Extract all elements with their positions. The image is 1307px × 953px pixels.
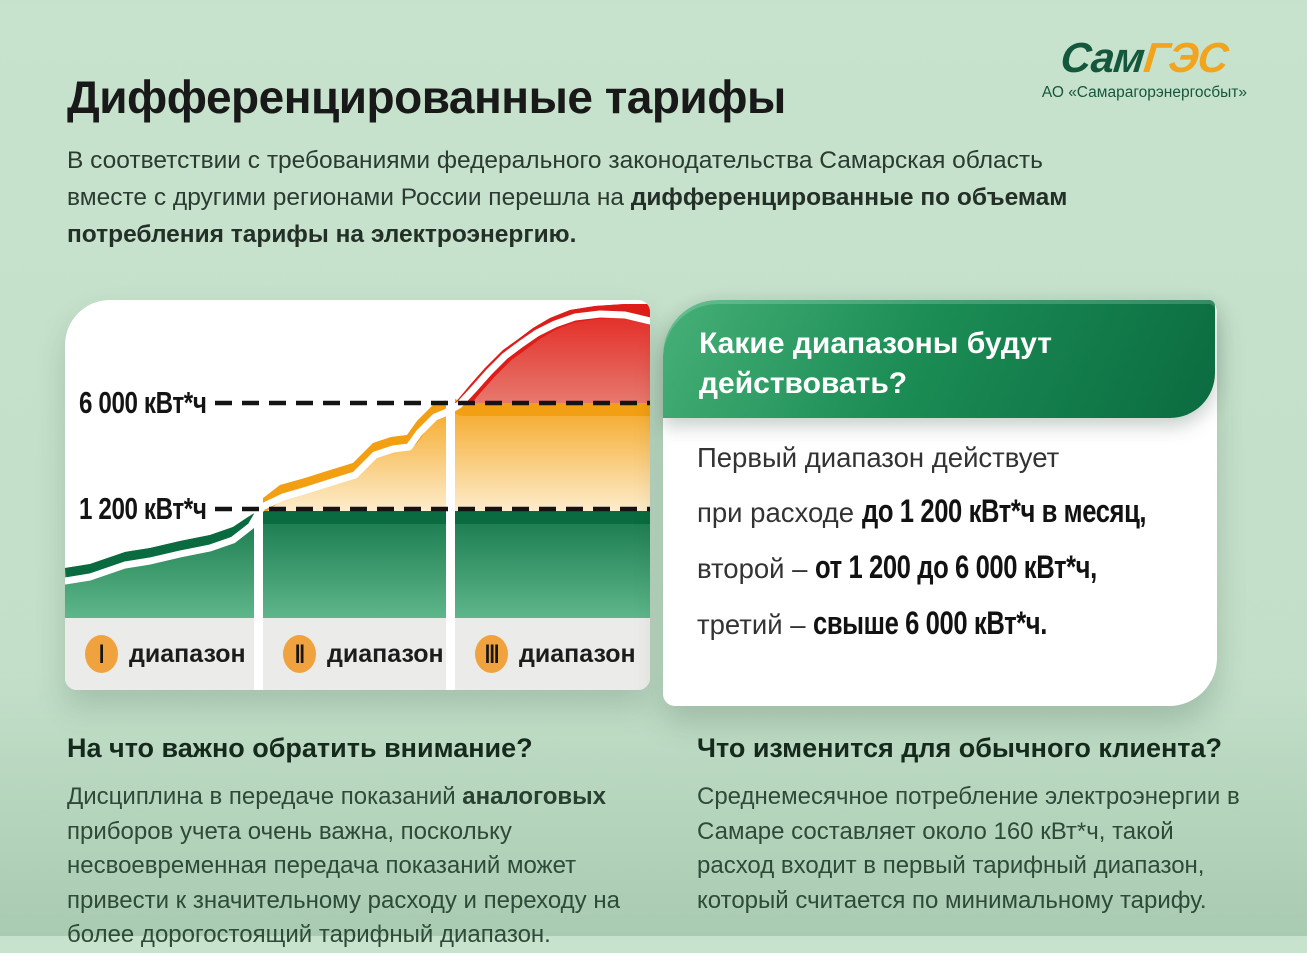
- logo-wordmark: СамГЭС: [1042, 34, 1247, 82]
- page-title: Дифференцированные тарифы: [67, 71, 786, 123]
- roman-numeral-badge-1: I: [85, 635, 118, 673]
- info-line-third-range: третий – свыше 6 000 кВт*ч.: [697, 605, 1197, 642]
- info-line-second-range: второй – от 1 200 до 6 000 кВт*ч,: [697, 549, 1197, 586]
- ranges-info-header: Какие диапазоны будут действовать?: [663, 300, 1215, 418]
- tariff-ranges-chart-card: 6 000 кВт*ч 1 200 кВт*ч I диапазон II ди…: [65, 300, 650, 690]
- roman-numeral-3: III: [484, 638, 499, 669]
- attention-text-before: Дисциплина в передаче показаний: [67, 783, 463, 810]
- section-client-changes: Что изменится для обычного клиента? Сред…: [697, 733, 1257, 918]
- tariff-ranges-chart: [65, 300, 650, 690]
- roman-numeral-1: I: [99, 638, 104, 669]
- y-axis-label-1200: 1 200 кВт*ч: [79, 491, 207, 526]
- roman-numeral-2: II: [294, 638, 305, 669]
- ranges-info-header-text: Какие диапазоны будут действовать?: [699, 327, 1052, 400]
- legend-item-range-2: II диапазон: [263, 618, 446, 690]
- info-line-3-value: от 1 200 до 6 000 кВт*ч,: [815, 549, 1097, 585]
- logo-part-ges: ГЭС: [1141, 34, 1230, 81]
- legend-label-1: диапазон: [129, 639, 246, 668]
- attention-text-after: приборов учета очень важна, поскольку не…: [67, 817, 620, 949]
- samtes-logo: СамГЭС АО «Самарагорэнергосбыт»: [1042, 34, 1247, 102]
- ranges-info-lines: Первый диапазон действует при расходе до…: [697, 442, 1197, 661]
- info-line-first-range: Первый диапазон действует: [697, 442, 1197, 474]
- roman-numeral-badge-2: II: [283, 635, 316, 673]
- logo-subtitle: АО «Самарагорэнергосбыт»: [1041, 84, 1247, 101]
- info-line-4-regular: третий –: [697, 609, 814, 640]
- legend-label-2: диапазон: [327, 639, 444, 668]
- roman-numeral-badge-3: III: [475, 635, 508, 673]
- section-attention: На что важно обратить внимание? Дисципли…: [67, 733, 679, 953]
- y-axis-label-6000: 6 000 кВт*ч: [79, 385, 207, 420]
- intro-regular-text: В соответствии с требованиями федерально…: [67, 147, 1043, 211]
- attention-text-bold: аналоговых: [462, 783, 607, 810]
- info-line-4-value: свыше 6 000 кВт*ч.: [813, 605, 1048, 641]
- info-line-2-regular: при расходе: [697, 497, 862, 528]
- legend-item-range-3: III диапазон: [455, 618, 650, 690]
- logo-part-sam: Сам: [1058, 34, 1147, 81]
- intro-bold-text: дифференцированные по объемам потреблени…: [67, 184, 1068, 248]
- info-line-1-regular: Первый диапазон действует: [697, 442, 1060, 473]
- info-line-first-range-value: при расходе до 1 200 кВт*ч в месяц,: [697, 493, 1197, 530]
- legend-item-range-1: I диапазон: [65, 618, 254, 690]
- section-attention-heading: На что важно обратить внимание?: [67, 733, 533, 763]
- intro-paragraph: В соответствии с требованиями федерально…: [67, 142, 1117, 253]
- section-client-paragraph: Среднемесячное потребление электроэнерги…: [697, 783, 1240, 914]
- info-line-3-regular: второй –: [697, 553, 816, 584]
- section-client-heading: Что изменится для обычного клиента?: [697, 733, 1222, 763]
- info-line-2-value: до 1 200 кВт*ч в месяц,: [861, 493, 1147, 529]
- legend-label-3: диапазон: [519, 639, 636, 668]
- section-attention-paragraph: Дисциплина в передаче показаний аналогов…: [67, 780, 679, 953]
